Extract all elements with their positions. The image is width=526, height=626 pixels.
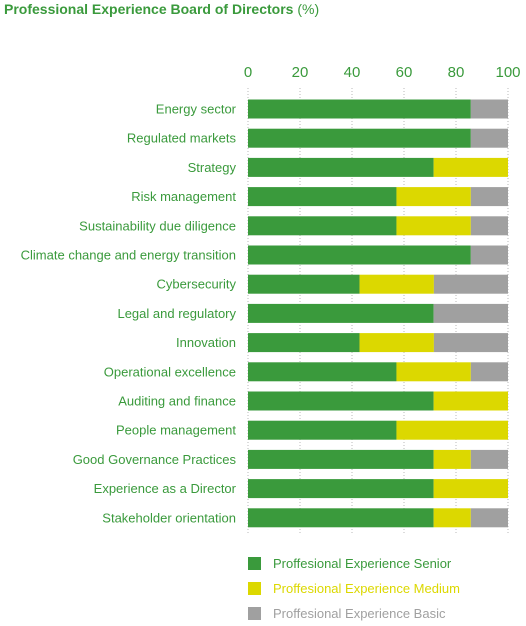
bar-segment-senior — [248, 99, 471, 119]
bar-segment-basic — [470, 245, 508, 265]
legend-swatch — [248, 557, 261, 570]
bar-segment-senior — [248, 274, 360, 294]
category-label: Cybersecurity — [157, 277, 237, 292]
bar-segment-basic — [470, 99, 508, 119]
bar-segment-medium — [359, 333, 434, 353]
category-label: Legal and regulatory — [117, 306, 236, 321]
category-label: Sustainability due diligence — [79, 218, 236, 233]
bar-segment-medium — [433, 449, 471, 469]
legend-label: Proffesional Experience Basic — [273, 606, 446, 621]
category-label: Innovation — [176, 335, 236, 350]
bar-segment-basic — [433, 303, 508, 323]
bar-segment-basic — [470, 128, 508, 148]
x-tick-label: 80 — [448, 64, 465, 81]
x-tick-label: 40 — [344, 64, 361, 81]
chart-title: Professional Experience Board of Directo… — [4, 1, 320, 17]
bar-segment-medium — [396, 362, 471, 382]
bar-segment-medium — [359, 274, 434, 294]
bar-segment-medium — [396, 216, 471, 236]
x-tick-label: 60 — [396, 64, 413, 81]
legend-swatch — [248, 607, 261, 620]
bar-segment-medium — [433, 508, 471, 528]
category-label: Experience as a Director — [94, 481, 237, 496]
chart-title-unit: (%) — [297, 1, 320, 17]
bar-segment-senior — [248, 216, 397, 236]
legend-label: Proffesional Experience Medium — [273, 581, 460, 596]
bar-segment-senior — [248, 303, 434, 323]
bar-segment-senior — [248, 391, 434, 411]
bar-segment-senior — [248, 479, 434, 499]
bar-segment-medium — [433, 391, 508, 411]
category-labels: Energy sector Regulated markets Strategy Ri… — [21, 102, 237, 526]
category-label: Risk management — [131, 189, 236, 204]
bar-segment-basic — [433, 274, 508, 294]
legend-label: Proffesional Experience Senior — [273, 556, 452, 571]
category-label: Stakeholder orientation — [102, 510, 236, 525]
category-label: People management — [116, 423, 236, 438]
x-tick-label: 0 — [244, 64, 252, 81]
bar-segment-medium — [433, 157, 508, 177]
legend-item: Proffesional Experience Basic — [248, 601, 460, 626]
bars — [248, 99, 508, 528]
bar-segment-senior — [248, 420, 397, 440]
bar-segment-senior — [248, 187, 397, 207]
bar-segment-basic — [470, 449, 508, 469]
category-label: Strategy — [188, 160, 237, 175]
bar-segment-basic — [433, 333, 508, 353]
legend-swatch — [248, 582, 261, 595]
bar-segment-basic — [470, 508, 508, 528]
bar-segment-senior — [248, 333, 360, 353]
bar-segment-senior — [248, 508, 434, 528]
bar-segment-medium — [396, 420, 508, 440]
bar-segment-senior — [248, 157, 434, 177]
legend: Proffesional Experience Senior Proffesion… — [248, 551, 460, 626]
category-label: Climate change and energy transition — [21, 248, 236, 263]
category-label: Auditing and finance — [118, 394, 236, 409]
category-label: Good Governance Practices — [73, 452, 237, 467]
bar-segment-senior — [248, 449, 434, 469]
bar-segment-basic — [470, 187, 508, 207]
x-tick-label: 100 — [495, 64, 520, 81]
category-label: Energy sector — [156, 102, 237, 117]
bar-segment-medium — [396, 187, 471, 207]
category-label: Operational excellence — [104, 364, 236, 379]
x-axis-ticks: 0 20 40 60 80 100 — [244, 64, 521, 81]
bar-segment-basic — [470, 216, 508, 236]
x-tick-label: 20 — [292, 64, 309, 81]
legend-item: Proffesional Experience Medium — [248, 576, 460, 601]
bar-segment-medium — [433, 479, 508, 499]
bar-segment-senior — [248, 362, 397, 382]
bar-segment-senior — [248, 128, 471, 148]
legend-item: Proffesional Experience Senior — [248, 551, 460, 576]
category-label: Regulated markets — [127, 131, 237, 146]
bar-segment-basic — [470, 362, 508, 382]
stacked-bar-chart: 0 20 40 60 80 100 Energy sector Regulated mark… — [21, 64, 521, 534]
bar-segment-senior — [248, 245, 471, 265]
